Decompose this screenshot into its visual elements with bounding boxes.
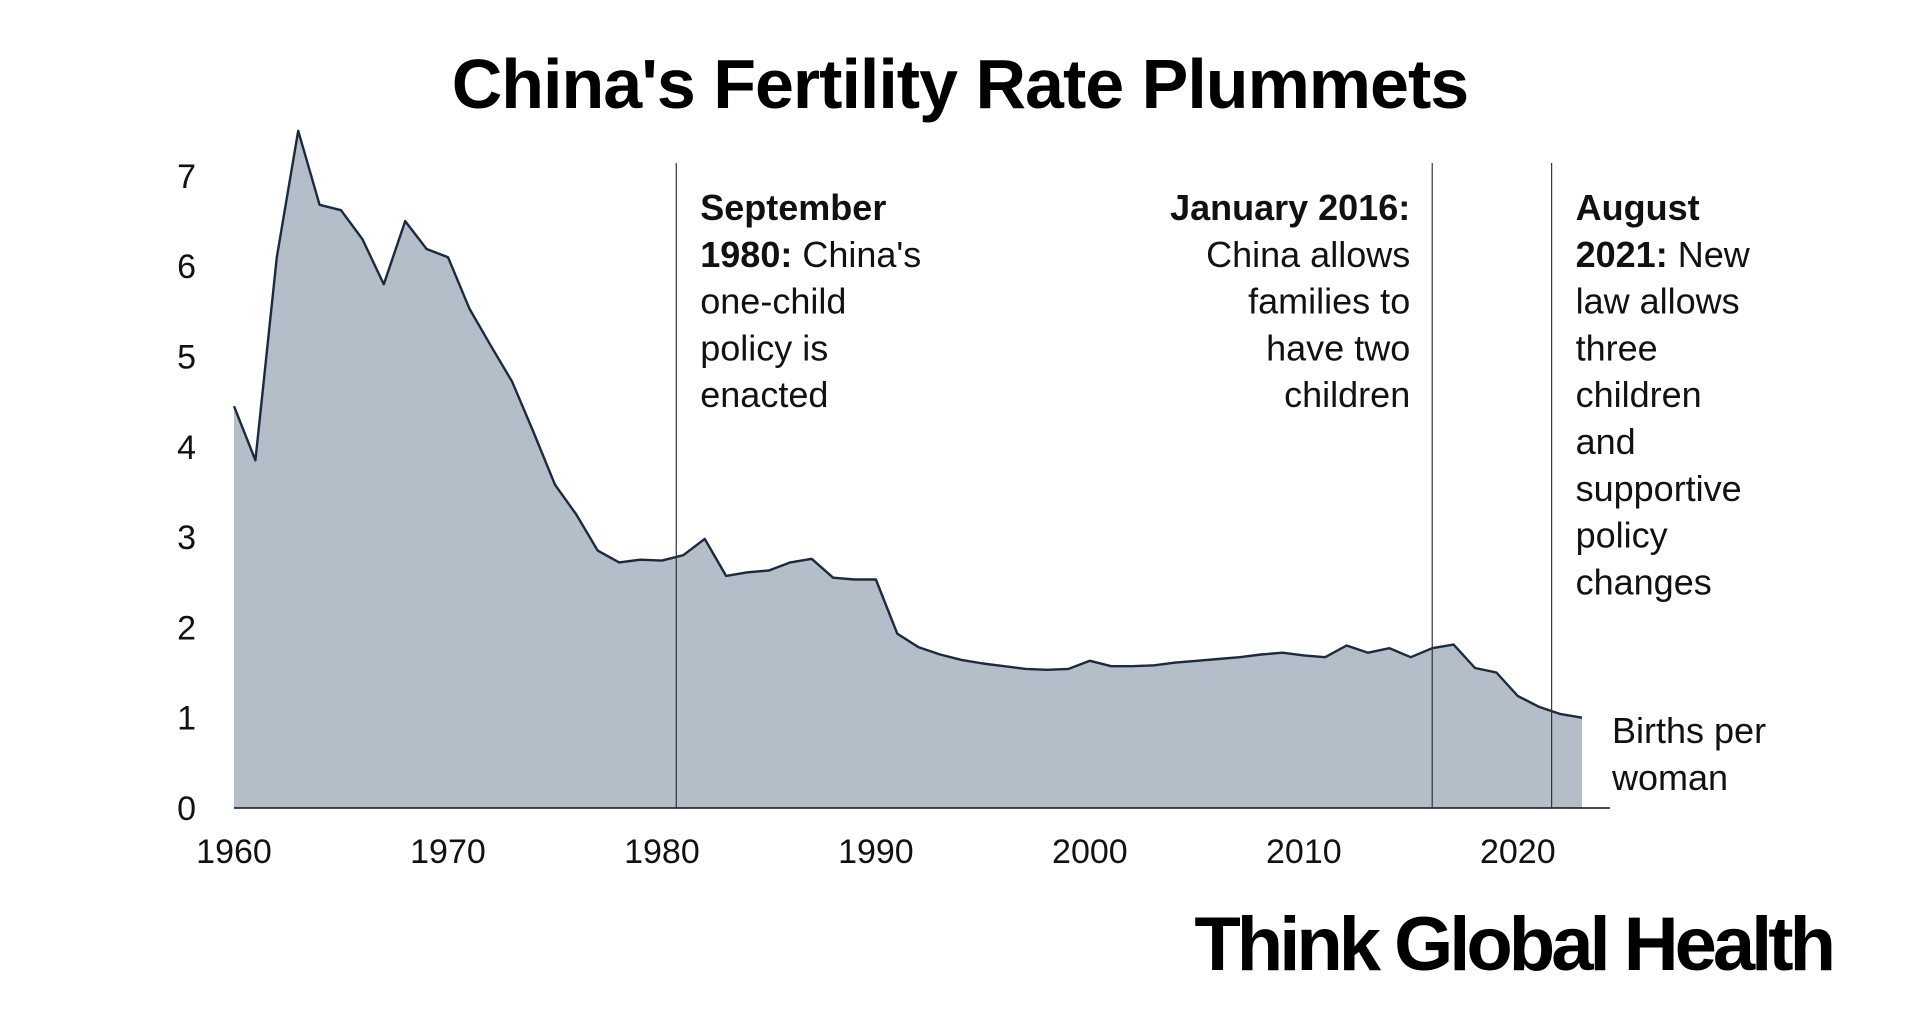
y-tick-label: 1 bbox=[177, 700, 196, 738]
y-tick-label: 7 bbox=[177, 158, 196, 196]
x-tick-label: 1990 bbox=[838, 833, 914, 871]
x-tick-label: 2000 bbox=[1052, 833, 1128, 871]
y-tick-label: 0 bbox=[177, 790, 196, 828]
series-label: Births per woman bbox=[1611, 710, 1766, 798]
y-tick-label: 4 bbox=[177, 429, 196, 467]
annotation-text-1: September 1980: China's one-child policy is… bbox=[700, 187, 921, 415]
source-brand: Think Global Health bbox=[1194, 902, 1832, 987]
y-tick-label: 5 bbox=[177, 339, 196, 377]
annotation-text-3: August 2021: New law allows three children an… bbox=[1576, 187, 1751, 602]
area-fill bbox=[234, 130, 1582, 809]
y-tick-label: 2 bbox=[177, 609, 196, 647]
x-tick-label: 2010 bbox=[1266, 833, 1342, 871]
y-tick-label: 6 bbox=[177, 248, 196, 286]
x-tick-label: 1970 bbox=[410, 833, 486, 871]
x-tick-label: 2020 bbox=[1480, 833, 1556, 871]
series-line bbox=[232, 129, 1583, 719]
y-tick-label: 3 bbox=[177, 519, 196, 557]
annotation-text-2: January 2016: China allows families to have… bbox=[1170, 187, 1410, 415]
chart-title: China's Fertility Rate Plummets bbox=[452, 45, 1468, 123]
x-tick-label: 1960 bbox=[196, 833, 272, 871]
x-tick-label: 1980 bbox=[624, 833, 700, 871]
